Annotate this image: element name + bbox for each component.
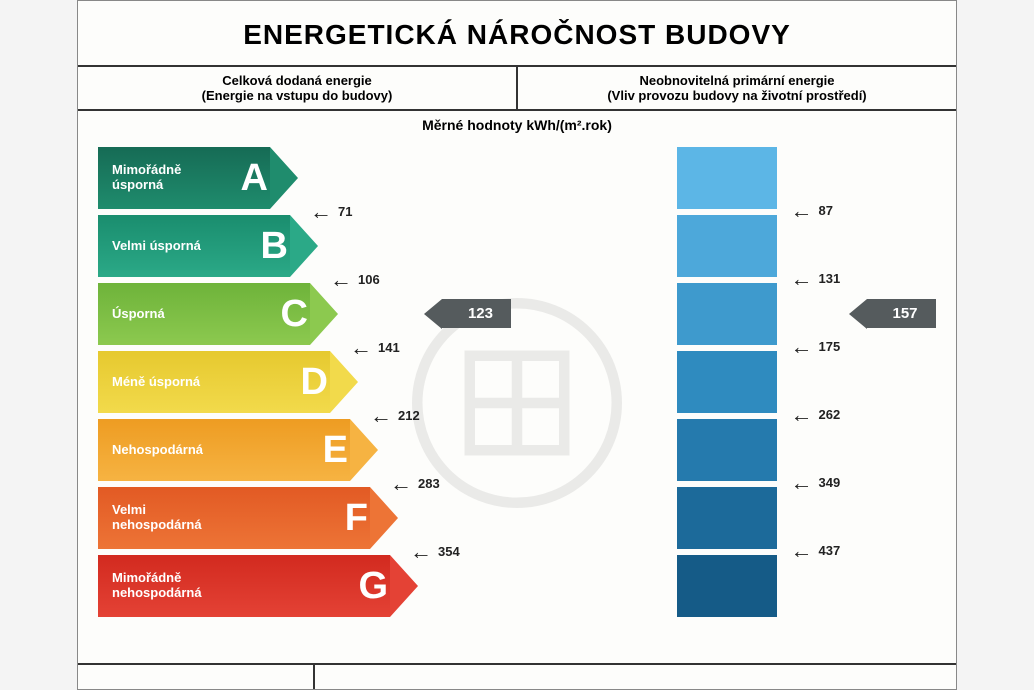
right-threshold-value: 349 (819, 475, 841, 490)
right-block (677, 351, 777, 413)
subheader-left-line1: Celková dodaná energie (82, 73, 512, 88)
energy-band-b: Velmi úspornáB←106 (98, 215, 517, 277)
right-block (677, 487, 777, 549)
right-block (677, 147, 777, 209)
energy-band-bar: Velmi nehospodárná F (98, 487, 370, 549)
energy-label-page: ENERGETICKÁ NÁROČNOST BUDOVY Celková dod… (77, 0, 957, 690)
subheader-left: Celková dodaná energie (Energie na vstup… (78, 67, 518, 109)
energy-band-bar: Méně úsporná D (98, 351, 330, 413)
energy-band-letter: F (345, 497, 368, 540)
energy-band-letter: E (323, 429, 348, 472)
energy-band-label: Mimořádně nehospodárná (112, 571, 212, 601)
right-threshold-value: 131 (819, 271, 841, 286)
energy-band-letter: C (281, 293, 308, 336)
energy-band-label: Nehospodárná (112, 443, 203, 458)
energy-band-letter: D (301, 361, 328, 404)
units-label: Měrné hodnoty kWh/(m².rok) (78, 111, 956, 143)
right-block (677, 215, 777, 277)
energy-band-f: Velmi nehospodárnáF←354 (98, 487, 517, 549)
right-value-pointer: 157 (867, 299, 936, 328)
right-threshold: ←87 (791, 203, 833, 218)
energy-band-bar: Úsporná C (98, 283, 310, 345)
energy-band-bar: Mimořádně úsporná A (98, 147, 270, 209)
energy-band-label: Mimořádně úsporná (112, 163, 212, 193)
energy-band-letter: A (241, 157, 268, 200)
subheader-left-line2: (Energie na vstupu do budovy) (82, 88, 512, 103)
right-block (677, 419, 777, 481)
subheader-right: Neobnovitelná primární energie (Vliv pro… (518, 67, 956, 109)
right-threshold-value: 262 (819, 407, 841, 422)
left-value-pointer: 123 (442, 299, 511, 328)
right-threshold-value: 87 (819, 203, 833, 218)
energy-band-e: NehospodárnáE←283 (98, 419, 517, 481)
right-threshold: ←175 (791, 339, 841, 354)
right-threshold-value: 175 (819, 339, 841, 354)
energy-band-bar: Mimořádně nehospodárná G (98, 555, 390, 617)
footer-rule (78, 663, 956, 689)
right-threshold: ←437 (791, 543, 841, 558)
energy-band-letter: G (358, 565, 388, 608)
energy-band-label: Velmi nehospodárná (112, 503, 212, 533)
subheader-right-line1: Neobnovitelná primární energie (522, 73, 952, 88)
energy-band-letter: B (261, 225, 288, 268)
energy-band-bar: Nehospodárná E (98, 419, 350, 481)
chart-area: Mimořádně úspornáA←71Velmi úspornáB←106Ú… (78, 143, 956, 663)
left-energy-bands: Mimořádně úspornáA←71Velmi úspornáB←106Ú… (98, 147, 517, 643)
right-threshold: ←349 (791, 475, 841, 490)
subheader-row: Celková dodaná energie (Energie na vstup… (78, 67, 956, 111)
subheader-right-line2: (Vliv provozu budovy na životní prostřed… (522, 88, 952, 103)
right-threshold: ←131 (791, 271, 841, 286)
energy-band-d: Méně úspornáD←212 (98, 351, 517, 413)
right-threshold: ←262 (791, 407, 841, 422)
energy-band-a: Mimořádně úspornáA←71 (98, 147, 517, 209)
energy-band-label: Úsporná (112, 307, 165, 322)
right-block-stack: ←87←131←175←262←349←437157 (677, 147, 777, 617)
energy-band-bar: Velmi úsporná B (98, 215, 290, 277)
right-threshold-value: 437 (819, 543, 841, 558)
right-block (677, 555, 777, 617)
right-block (677, 283, 777, 345)
energy-band-label: Méně úsporná (112, 375, 200, 390)
right-primary-column: ←87 ←131 ←175 ←262 ←349 ←437 157 (517, 147, 936, 643)
energy-band-label: Velmi úsporná (112, 239, 201, 254)
page-title: ENERGETICKÁ NÁROČNOST BUDOVY (78, 1, 956, 67)
energy-band-g: Mimořádně nehospodárná G (98, 555, 517, 617)
